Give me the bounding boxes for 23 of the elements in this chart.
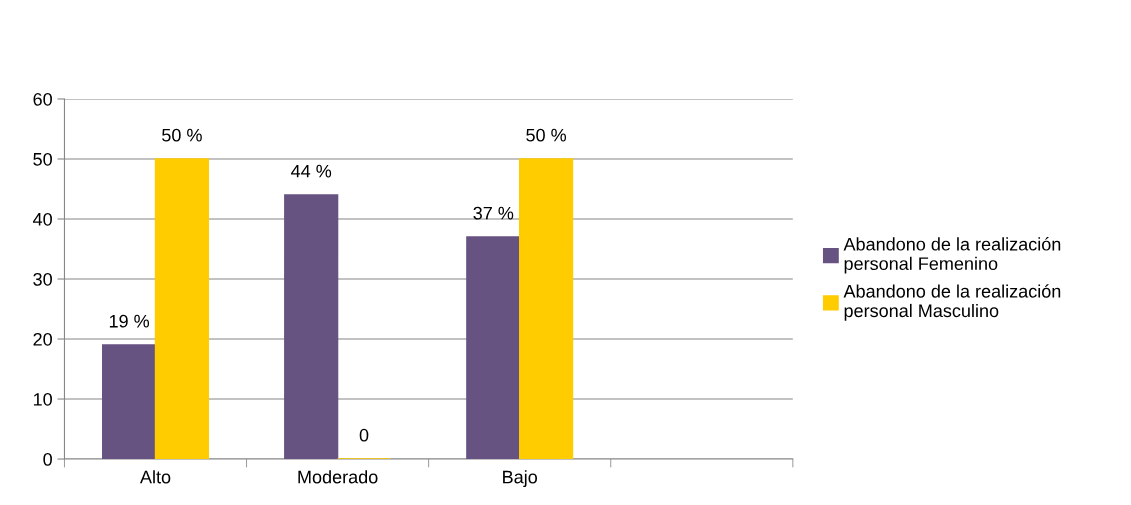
legend-label: Abandono de la realización personal Femenino: [843, 237, 1061, 274]
data-label: 0: [359, 428, 369, 442]
x-tick-label: Bajo: [503, 470, 538, 487]
bar: [284, 194, 339, 460]
y-tick-label: 20: [33, 332, 52, 346]
data-label: 44 %: [291, 164, 332, 178]
bar: [102, 344, 157, 460]
x-tick-label: Moderado: [298, 470, 378, 484]
data-label: 50 %: [162, 128, 202, 142]
y-tick-label: 10: [33, 392, 52, 406]
y-tick-label: 30: [33, 272, 52, 286]
y-tick-label: 50: [33, 152, 52, 166]
bar: [154, 158, 210, 460]
bar: [518, 158, 574, 460]
x-tick-label: Alto: [139, 470, 171, 484]
y-tick-label: 60: [33, 92, 52, 106]
y-tick-label: 0: [43, 452, 52, 466]
bar: [466, 236, 521, 460]
y-tick-label: 40: [32, 212, 52, 226]
data-label: 50 %: [526, 128, 567, 142]
data-label: 37 %: [473, 206, 514, 220]
legend-label: Abandono de la realización personal Masculino: [843, 284, 1061, 321]
data-label: 19 %: [109, 314, 150, 328]
